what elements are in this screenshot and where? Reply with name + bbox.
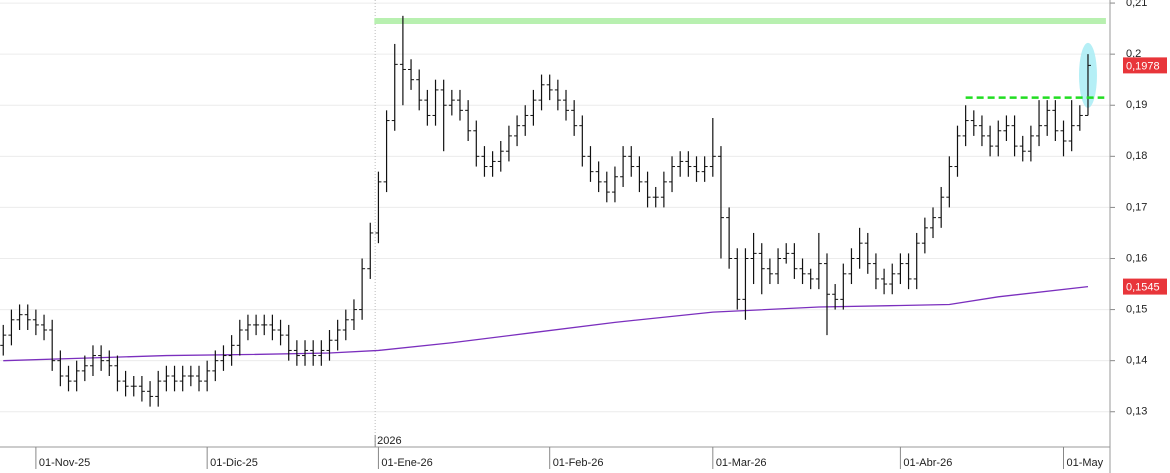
price-label-box xyxy=(1123,57,1167,74)
y-tick-label: 0,13 xyxy=(1126,406,1147,418)
y-tick-label: 0,16 xyxy=(1126,252,1147,264)
y-tick-label: 0,17 xyxy=(1126,201,1147,213)
x-tick-label: 01-Dic-25 xyxy=(210,457,258,469)
moving-average xyxy=(3,285,1089,362)
y-tick-label: 0,14 xyxy=(1126,355,1147,367)
year-label: 2026 xyxy=(377,435,401,447)
y-tick-label: 0,21 xyxy=(1126,0,1147,9)
x-tick-label: 01-May xyxy=(1067,457,1104,469)
price-label: 0,1978 xyxy=(1126,60,1160,72)
x-tick-label: 01-Mar-26 xyxy=(716,457,767,469)
y-tick-label: 0,15 xyxy=(1126,303,1147,315)
x-tick-label: 01-Feb-26 xyxy=(553,457,604,469)
y-tick-label: 0,19 xyxy=(1126,99,1147,111)
y-tick-label: 0,2 xyxy=(1126,48,1141,60)
x-tick-label: 01-Abr-26 xyxy=(903,457,952,469)
price-label: 0,1545 xyxy=(1126,281,1160,293)
y-tick-label: 0,18 xyxy=(1126,150,1147,162)
x-tick-label: 01-Nov-25 xyxy=(39,457,90,469)
x-tick-label: 01-Ene-26 xyxy=(381,457,432,469)
price-label-box xyxy=(1123,278,1167,295)
